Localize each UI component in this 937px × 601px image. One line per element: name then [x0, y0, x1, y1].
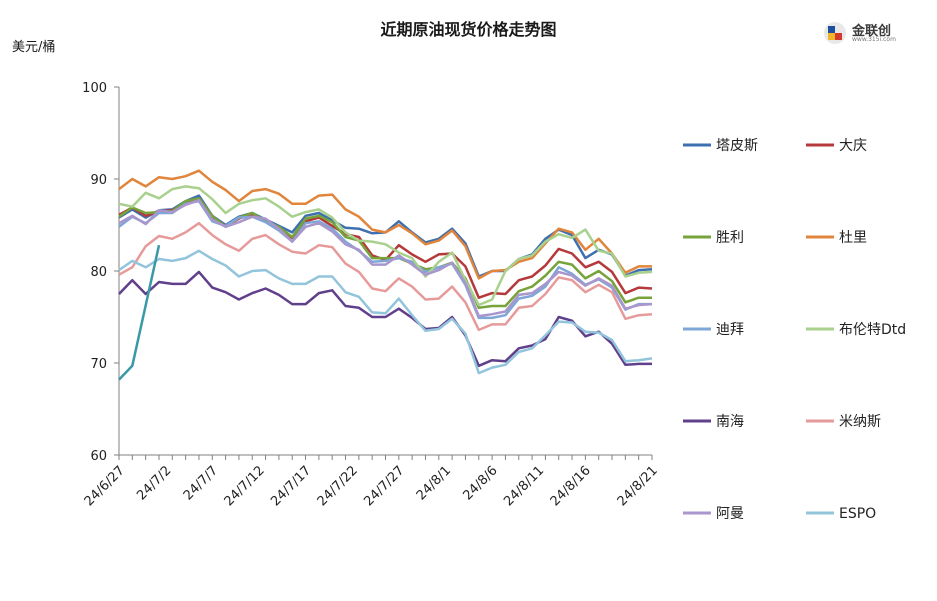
x-tick-label: 24/8/1 [414, 463, 454, 503]
series-lines [118, 169, 653, 381]
legend-label: ESPO [839, 506, 876, 522]
legend-label: 布伦特Dtd [839, 322, 906, 338]
chart-title: 近期原油现货价格走势图 [380, 20, 557, 39]
legend-label: 大庆 [839, 138, 867, 154]
series-line-10 [118, 244, 161, 381]
x-tick-label: 24/7/2 [134, 463, 174, 503]
x-tick-label: 24/7/22 [315, 463, 361, 509]
series-line-7 [118, 221, 653, 332]
x-tick-label: 24/7/17 [268, 463, 314, 509]
series-line-1 [118, 197, 653, 299]
series-line-9 [118, 249, 653, 375]
x-tick-label: 24/7/12 [222, 463, 268, 509]
series-line-2 [118, 197, 652, 310]
series-line-3 [118, 169, 652, 280]
logo-subtext: www.315i.com [852, 36, 896, 43]
logo-text: 金联创 [852, 24, 892, 39]
legend-label: 胜利 [716, 230, 744, 246]
x-tick-label: 24/7/7 [181, 463, 221, 503]
legend-label: 阿曼 [716, 506, 744, 522]
y-unit-label: 美元/桶 [12, 40, 56, 55]
legend-label: 米纳斯 [839, 414, 881, 430]
y-tick-label: 60 [90, 449, 107, 464]
legend-label: 南海 [716, 414, 744, 430]
x-tick-label: 24/8/16 [548, 463, 594, 509]
legend-label: 塔皮斯 [716, 138, 758, 154]
series-line-6 [118, 270, 652, 368]
x-tick-label: 24/6/27 [82, 463, 128, 509]
legend-label: 迪拜 [716, 322, 744, 338]
y-tick-label: 70 [90, 357, 107, 372]
legend-label: 杜里 [839, 230, 867, 246]
brand-logo: 金联创 www.315i.com [822, 18, 902, 48]
y-tick-label: 90 [90, 173, 107, 188]
y-tick-label: 80 [90, 265, 107, 280]
y-tick-label: 100 [82, 81, 107, 96]
x-tick-label: 24/8/11 [501, 463, 547, 509]
series-line-5 [118, 185, 653, 307]
x-tick-label: 24/8/21 [615, 463, 661, 509]
x-tick-label: 24/8/6 [460, 463, 500, 503]
x-tick-label: 24/7/27 [361, 463, 407, 509]
series-line-8 [118, 198, 653, 318]
logo-mark-icon [824, 22, 846, 44]
